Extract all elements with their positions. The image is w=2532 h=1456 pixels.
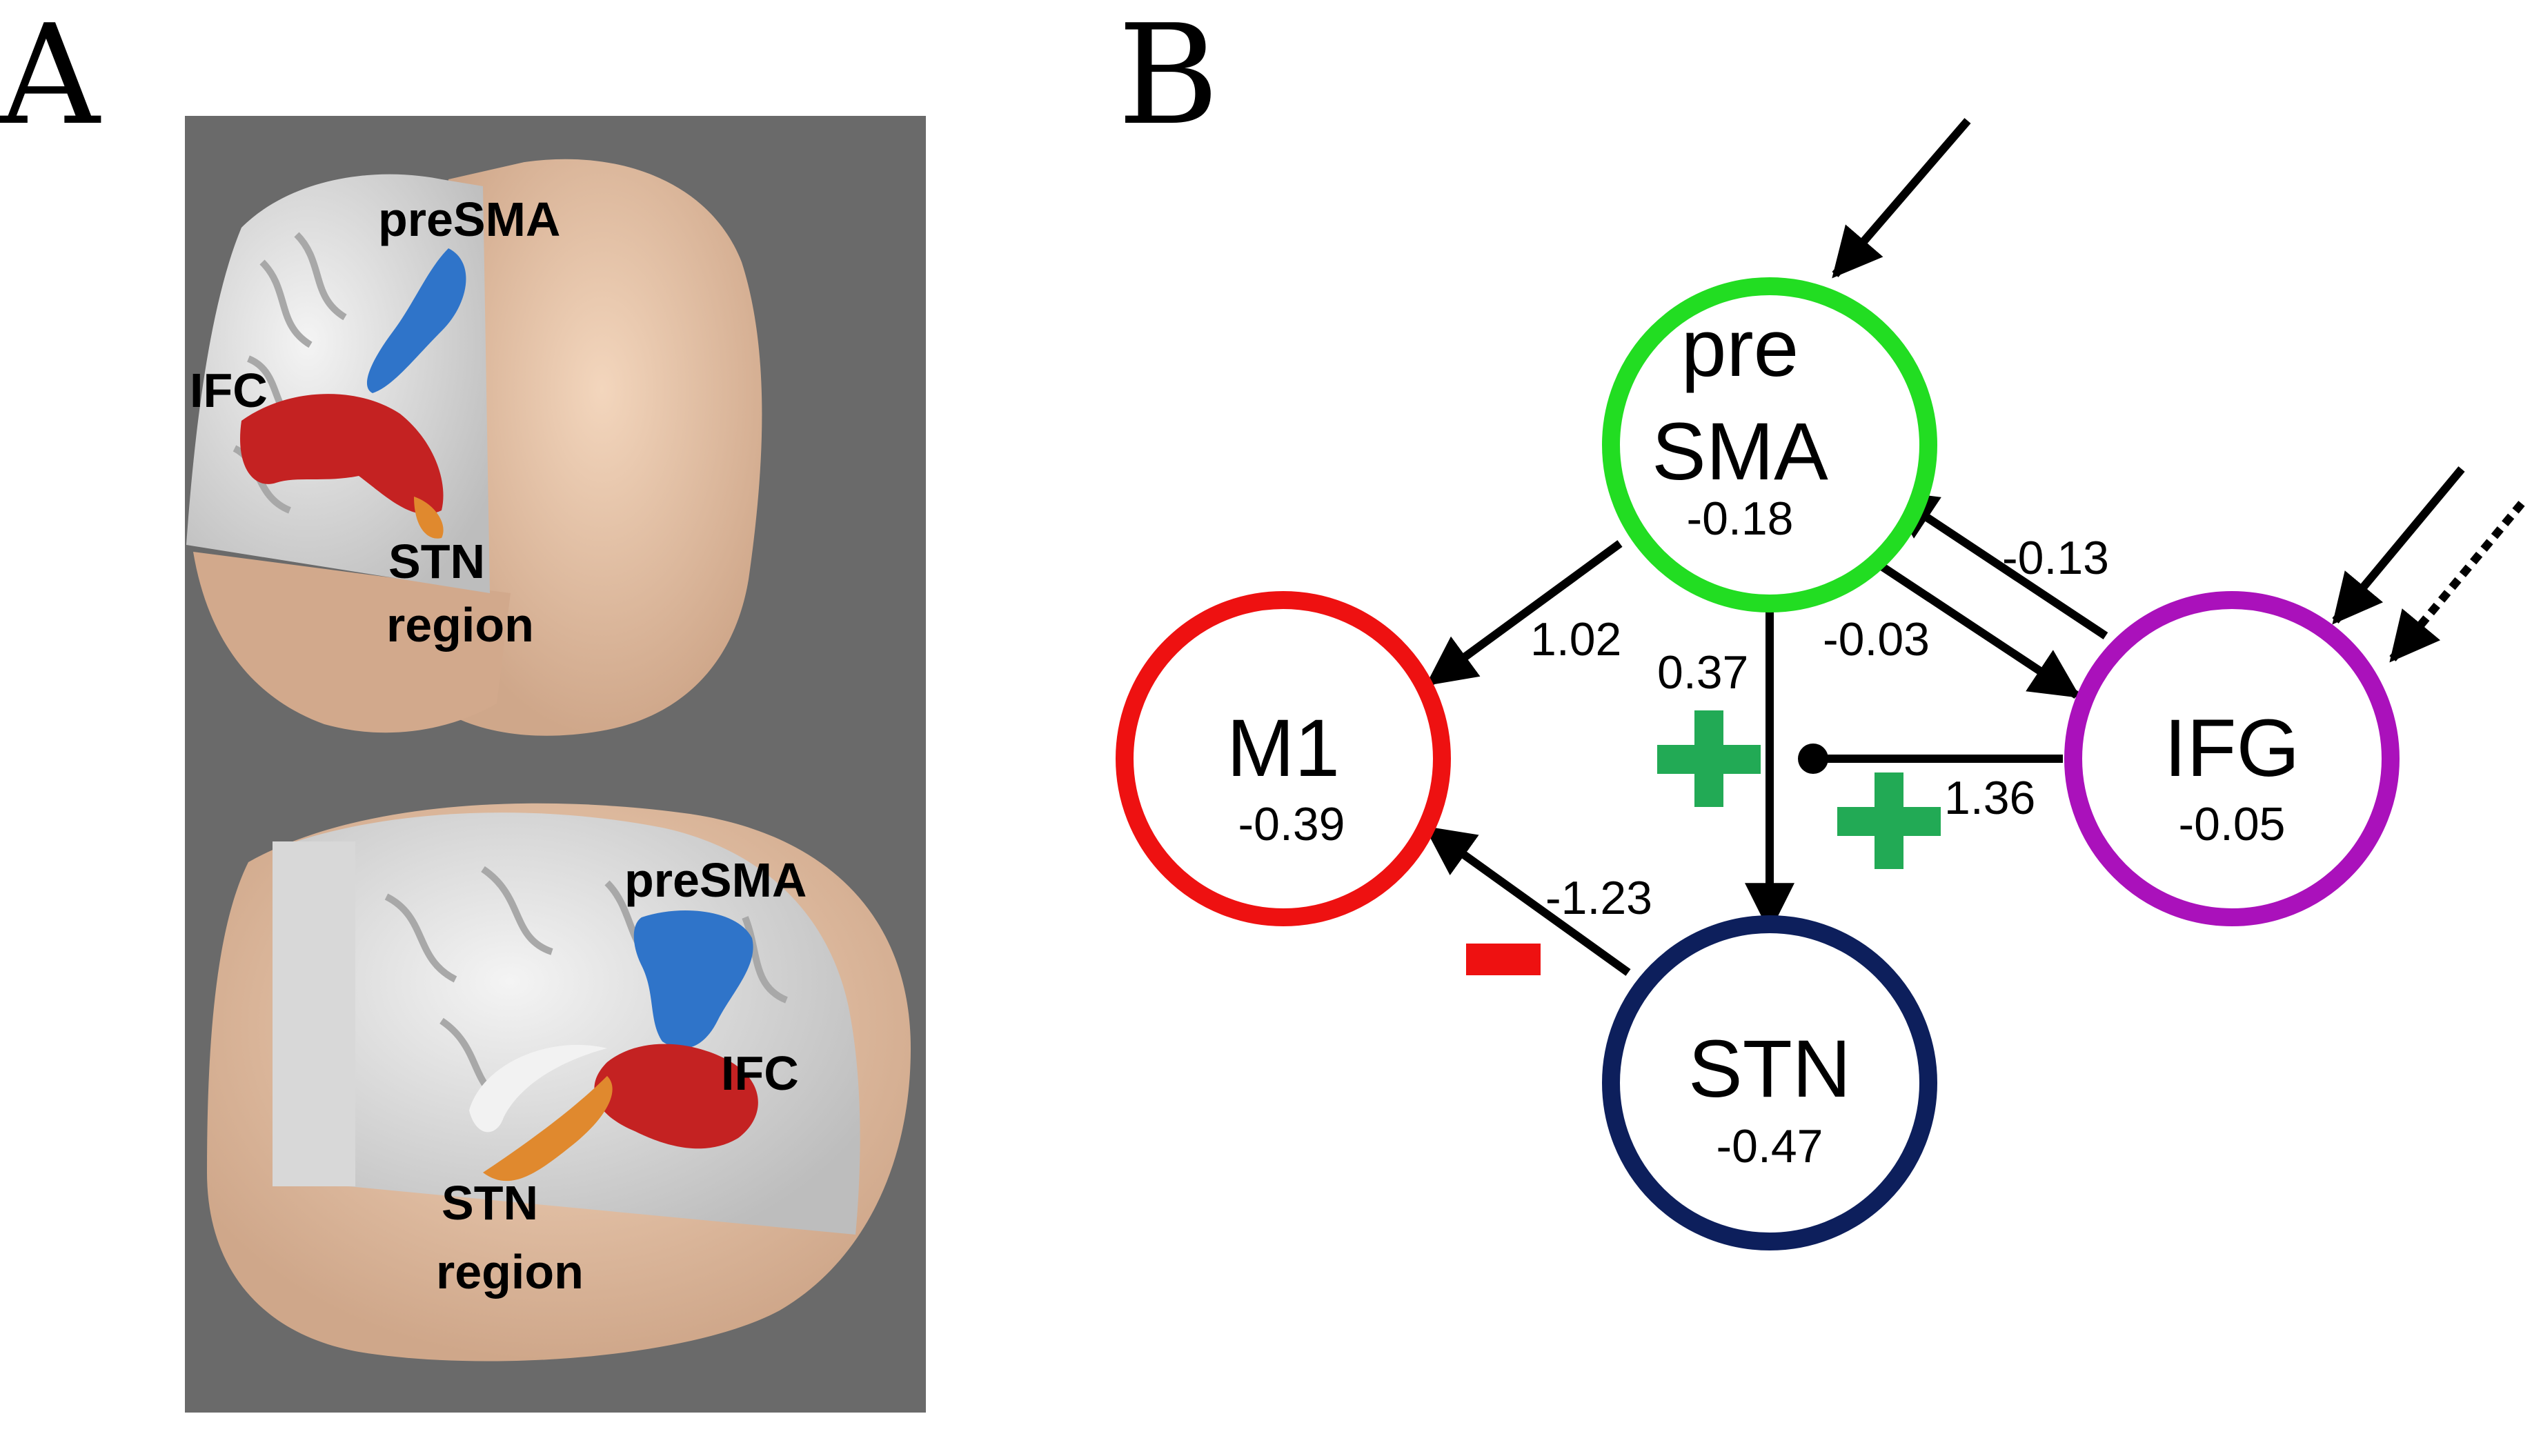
brain-top-sulci — [233, 232, 347, 514]
brain-bottom-orange-stn-region — [483, 1076, 613, 1181]
minus-sign-stn-m1 — [1466, 944, 1541, 975]
panel-a-brain-renderings: preSMA IFC STN region preSMA IFC STN reg… — [185, 116, 926, 1413]
node-ifg-circle — [2064, 591, 2400, 926]
input-arrow-ifg-dashed — [2389, 501, 2525, 663]
brain-top-label-region: region — [386, 598, 534, 652]
node-stn: STN -0.47 — [1602, 915, 1937, 1250]
plus-sign-presma-stn — [1657, 710, 1761, 807]
edge-value-presma-stn: 0.37 — [1657, 646, 1748, 699]
brain-bottom-red-ifc-region — [594, 1044, 758, 1149]
brain-bottom-label-presma: preSMA — [624, 853, 807, 907]
input-arrow-presma — [1832, 118, 1971, 279]
brain-bottom-rendering: preSMA IFC STN region — [207, 803, 911, 1362]
node-presma-circle — [1602, 277, 1937, 612]
input-arrow-ifg-solid — [2332, 466, 2465, 625]
brain-bottom-ventricle — [469, 1044, 607, 1133]
panel-b-letter: B — [1118, 0, 1219, 156]
brain-top-blue-presma-region — [366, 248, 466, 393]
node-stn-circle — [1602, 915, 1937, 1250]
panel-a-letter: A — [0, 0, 100, 156]
brain-bottom-label-region: region — [436, 1245, 584, 1299]
brain-top-skin-surface — [442, 159, 762, 736]
edge-value-presma-m1: 1.02 — [1530, 613, 1621, 666]
edge-value-ifg-modulation: 1.36 — [1944, 772, 2035, 824]
node-ifg-label: IFG — [2164, 703, 2300, 794]
node-m1-label: M1 — [1227, 703, 1340, 794]
node-stn-label: STN — [1688, 1024, 1851, 1115]
brain-bottom-blue-presma-region — [633, 910, 753, 1048]
node-presma-label-line2: SMA — [1652, 406, 1828, 497]
node-m1: M1 -0.39 — [1116, 591, 1451, 926]
brain-top-lower-skin — [193, 552, 511, 733]
edge-presma-to-m1 — [1425, 540, 1623, 686]
brain-bottom-label-stn: STN — [442, 1176, 538, 1230]
brain-top-orange-stn-region — [414, 497, 444, 539]
panel-b-network-diagram: pre SMA -0.18 M1 -0.39 IFG -0.05 STN -0.… — [1116, 118, 2525, 1250]
plus-sign-modulation — [1837, 772, 1941, 869]
node-m1-circle — [1116, 591, 1451, 926]
brain-top-rendering: preSMA IFC STN region — [186, 159, 762, 736]
brain-top-red-ifc-region — [240, 394, 444, 515]
node-presma: pre SMA -0.18 — [1602, 277, 1937, 612]
edge-ifg-to-presma — [1886, 490, 2108, 639]
brain-bottom-cut-face — [273, 841, 355, 1186]
edge-value-stn-m1: -1.23 — [1545, 872, 1652, 924]
brain-top-label-ifc: IFC — [190, 363, 268, 417]
node-ifg-value: -0.05 — [2179, 798, 2286, 850]
edge-stn-to-m1 — [1424, 826, 1631, 976]
node-m1-value: -0.39 — [1238, 798, 1345, 850]
edge-value-ifg-presma: -0.13 — [2002, 532, 2109, 584]
modulation-dot — [1798, 744, 1828, 774]
node-ifg: IFG -0.05 — [2064, 591, 2400, 926]
node-presma-label-line1: pre — [1681, 303, 1799, 394]
brain-bottom-sulci — [384, 866, 789, 1107]
brain-bottom-label-ifc: IFC — [721, 1046, 799, 1100]
edge-presma-to-ifg — [1852, 544, 2081, 699]
node-stn-value: -0.47 — [1717, 1120, 1823, 1173]
edge-value-presma-ifg: -0.03 — [1823, 613, 1930, 666]
brain-top-label-presma: preSMA — [378, 192, 560, 246]
brain-top-label-stn: STN — [388, 535, 485, 588]
node-presma-value: -0.18 — [1687, 492, 1794, 545]
